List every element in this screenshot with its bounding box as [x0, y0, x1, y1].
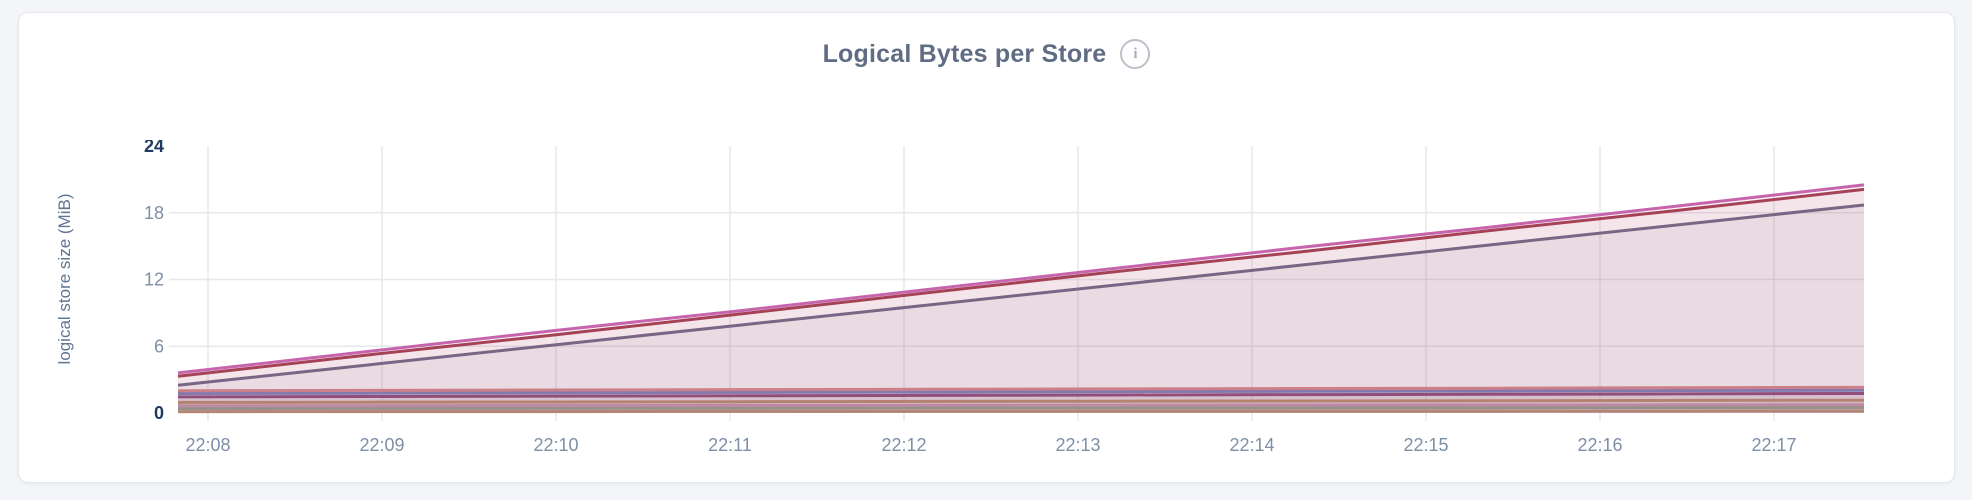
y-tick-label: 6 [154, 336, 164, 356]
series-area-series-2 [178, 189, 1864, 413]
series-line-series-9 [177, 405, 1865, 411]
series-area-series-3 [178, 205, 1864, 413]
x-tick-label: 22:11 [708, 435, 752, 455]
series-line-series-2 [177, 187, 1865, 378]
series-area-series-4 [178, 387, 1864, 413]
series-line-series-5 [177, 388, 1865, 395]
series-area-series-5 [178, 390, 1864, 413]
series-line-series-10 [177, 409, 1865, 414]
series-area-series-1 [178, 184, 1864, 413]
x-tick-label: 22:12 [881, 435, 926, 455]
chart-canvas[interactable]: 22:08 22:09 22:10 22:11 22:12 22:13 22:14 22:15… [118, 140, 1884, 463]
x-tick-label: 22:14 [1229, 435, 1274, 455]
y-tick-label: 12 [144, 270, 164, 290]
x-tick-label: 22:16 [1577, 435, 1622, 455]
chart-title: Logical Bytes per Store [822, 39, 1107, 68]
series-line-series-1 [177, 183, 1865, 375]
series-line-series-8 [177, 403, 1865, 408]
series-line-series-6 [177, 392, 1865, 399]
x-tick-label: 22:09 [359, 435, 404, 455]
x-tick-label: 22:13 [1055, 435, 1100, 455]
series-line-series-7 [177, 398, 1865, 404]
series-line-series-4 [177, 385, 1865, 393]
series-line-series-3 [177, 203, 1865, 387]
x-tick-label: 22:08 [185, 435, 230, 455]
y-tick-label: 18 [144, 203, 164, 223]
chart-card: Logical Bytes per Store i logical store … [18, 12, 1955, 483]
x-tick-label: 22:15 [1403, 435, 1448, 455]
y-tick-label: 0 [154, 403, 164, 423]
series-area-series-6 [178, 393, 1864, 413]
x-tick-label: 22:10 [533, 435, 578, 455]
chart-header: Logical Bytes per Store i [19, 39, 1954, 69]
x-tick-label: 22:17 [1751, 435, 1796, 455]
y-tick-label: 24 [144, 140, 164, 156]
info-icon[interactable]: i [1120, 39, 1151, 69]
y-axis-title: logical store size (MiB) [55, 193, 74, 365]
